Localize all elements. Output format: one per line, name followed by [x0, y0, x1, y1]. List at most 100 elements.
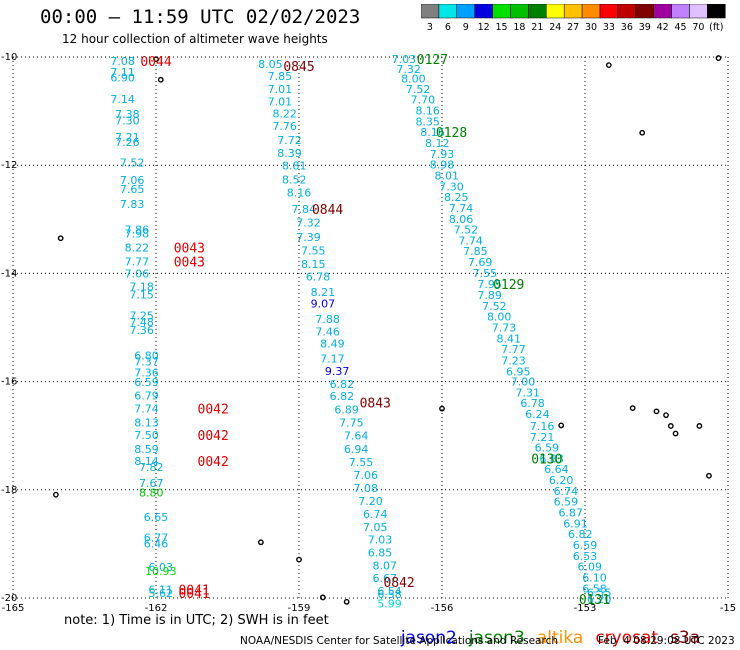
wave-height-value: 8.80 — [139, 487, 164, 500]
wave-height-value: 7.23 — [501, 355, 526, 368]
wave-height-value: 8.05 — [258, 58, 283, 71]
y-tick-label: -18 — [1, 485, 17, 496]
colorbar-label: 21 — [531, 22, 543, 33]
wave-height-value: 8.25 — [444, 191, 469, 204]
wave-height-value: 7.86 — [125, 224, 150, 237]
colorbar-swatch — [563, 4, 583, 19]
colorbar-swatch — [635, 4, 654, 19]
wave-height-value: 7.83 — [120, 198, 145, 211]
island-marker — [706, 472, 712, 479]
colorbar-label: 30 — [585, 22, 597, 33]
wave-height-value: 6.77 — [144, 531, 169, 544]
wave-height-value: 6.54 — [377, 585, 402, 598]
wave-height-value: 7.74 — [134, 403, 159, 416]
wave-height-value: 7.65 — [120, 183, 145, 196]
wave-height-value: 6.59 — [134, 376, 159, 389]
legend-jason2: jason2 — [400, 628, 457, 648]
wave-height-value: 7.93 — [430, 148, 455, 161]
wave-height-value: 7.72 — [277, 134, 302, 147]
island-marker — [153, 56, 159, 63]
wave-height-value: 8.15 — [301, 258, 326, 271]
wave-height-value: 7.30 — [439, 180, 464, 193]
wave-height-value: 7.06 — [353, 469, 378, 482]
colorbar-swatch — [421, 4, 440, 19]
island-marker — [639, 129, 646, 136]
wave-height-value: 7.55 — [349, 456, 374, 469]
wave-height-value: 7.32 — [296, 217, 321, 230]
wave-height-value: 8.00 — [487, 311, 512, 324]
wave-height-value: 7.21 — [530, 431, 555, 444]
wave-height-value: 6.58 — [582, 582, 607, 595]
wave-height-value: 7.52 — [406, 83, 431, 96]
colorbar-swatch — [689, 4, 708, 19]
wave-height-value: 7.21 — [115, 131, 140, 144]
wave-height-value: 7.70 — [411, 94, 436, 107]
island-marker — [257, 539, 264, 546]
wave-height-value: 7.39 — [296, 231, 321, 244]
legend-altika: altika — [536, 628, 584, 648]
colorbar-label: 39 — [639, 22, 651, 33]
wave-height-value: 6.87 — [558, 507, 583, 520]
credit-timestamp: Feb 4 08:29:08 UTC 2023 — [598, 635, 735, 647]
islands — [53, 55, 722, 605]
x-tick-label: -159 — [288, 603, 311, 614]
wave-height-value: 8.81 — [282, 160, 307, 173]
wave-height-value: 7.52 — [120, 156, 145, 169]
island-marker — [157, 76, 164, 83]
wave-height-value: 6.79 — [134, 390, 159, 403]
colorbar-swatch — [599, 4, 619, 19]
wave-height-value: 8.21 — [311, 286, 336, 299]
wave-height-value: 7.25 — [129, 310, 154, 323]
wave-height-value: 8.49 — [320, 338, 345, 351]
x-tick-label: -162 — [145, 603, 168, 614]
colorbar-swatch — [438, 4, 458, 19]
wave-height-value: 7.75 — [339, 417, 364, 430]
wave-height-value: 8.13 — [134, 417, 159, 430]
wave-height-value: 7.48 — [129, 316, 154, 329]
wave-height-value: 7.36 — [134, 366, 159, 379]
pass-time-label: 0042 — [198, 455, 229, 470]
pass-time-label: 0043 — [174, 255, 205, 270]
colorbar-swatch — [671, 4, 690, 19]
wave-height-value: 7.55 — [473, 267, 498, 280]
wave-height-value: 9.37 — [325, 365, 350, 378]
colorbar-swatch — [474, 4, 493, 19]
island-marker — [296, 556, 302, 563]
y-tick-label: -12 — [1, 160, 17, 171]
island-marker — [653, 408, 660, 415]
wave-height-value: 6.46 — [144, 537, 169, 550]
wave-height-value: 7.82 — [139, 461, 164, 474]
colorbar-label: 9 — [463, 22, 469, 33]
wave-height-value: 10.93 — [145, 565, 177, 578]
pass-time-label: 0044 — [140, 55, 171, 70]
wave-height-value: 6.90 — [110, 72, 135, 85]
wave-height-value: 8.52 — [282, 173, 307, 186]
wave-height-value: 6.64 — [544, 463, 569, 476]
wave-height-value: 6.78 — [520, 397, 545, 410]
wave-height-value: 8.12 — [425, 137, 450, 150]
island-marker — [57, 235, 64, 242]
colorbar-swatch — [528, 4, 547, 19]
legend-s3a: s3a — [670, 628, 701, 648]
island-marker — [439, 405, 445, 412]
wave-height-value: 7.89 — [477, 289, 502, 302]
wave-height-value: 7.69 — [468, 256, 493, 269]
wave-height-value: 7.36 — [129, 324, 154, 337]
wave-height-value: 7.32 — [396, 63, 421, 76]
island-marker — [343, 598, 350, 605]
wave-height-value: 7.46 — [315, 325, 340, 338]
wave-height-value: 7.84 — [292, 203, 317, 216]
wave-height-value: 7.16 — [530, 420, 555, 433]
wave-height-value: 7.55 — [301, 245, 326, 258]
colorbar-swatch — [510, 4, 529, 19]
colorbar-swatch — [581, 4, 601, 19]
color-scale-legend: 3 6 9 12 15 18 21 24 27 30 33 36 39 42 45 70 (ft) — [421, 4, 726, 33]
island-marker — [663, 412, 669, 419]
wave-height-value: 7.98 — [125, 227, 150, 240]
wave-height-value: 6.91 — [563, 517, 588, 530]
wave-height-value: 8.06 — [449, 213, 474, 226]
wave-height-value: 7.20 — [358, 495, 383, 508]
island-marker — [667, 423, 674, 429]
pass-time-label: 0130 — [531, 452, 562, 467]
wave-height-value: 7.06 — [120, 174, 145, 187]
